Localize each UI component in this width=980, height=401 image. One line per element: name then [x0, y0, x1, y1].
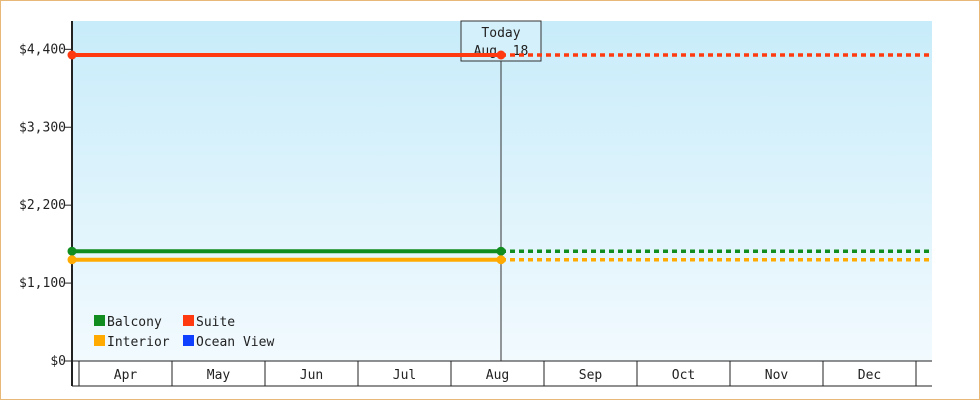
- series-point-balcony: [496, 246, 506, 256]
- legend-label: Ocean View: [196, 335, 274, 350]
- x-tick-label: Apr: [114, 368, 138, 383]
- legend-swatch: [183, 315, 194, 326]
- y-tick-label: $1,100: [19, 276, 66, 291]
- series-point-interior: [496, 255, 506, 265]
- x-tick-label: May: [207, 368, 231, 383]
- x-tick-label: Sep: [579, 368, 603, 383]
- y-tick-label: $3,300: [19, 120, 66, 135]
- today-label-line1: Today: [481, 26, 520, 41]
- series-point-interior: [67, 255, 77, 265]
- legend-swatch: [94, 315, 105, 326]
- legend-label: Interior: [107, 335, 170, 350]
- y-tick-label: $0: [50, 354, 66, 369]
- y-tick-label: $4,400: [19, 42, 66, 57]
- series-point-suite: [67, 50, 77, 60]
- legend-label: Suite: [196, 315, 235, 330]
- plot-background: [72, 21, 932, 361]
- x-tick-label: Dec: [858, 368, 881, 383]
- x-tick-label: Jul: [393, 368, 416, 383]
- legend-swatch: [183, 335, 194, 346]
- legend-label: Balcony: [107, 315, 162, 330]
- x-tick-label: Nov: [765, 368, 789, 383]
- y-tick-label: $2,200: [19, 198, 66, 213]
- legend-swatch: [94, 335, 105, 346]
- x-tick-label: Jun: [300, 368, 323, 383]
- series-point-suite: [496, 50, 506, 60]
- series-point-balcony: [67, 246, 77, 256]
- x-tick-label: Aug: [486, 368, 509, 383]
- x-tick-label: Oct: [672, 368, 695, 383]
